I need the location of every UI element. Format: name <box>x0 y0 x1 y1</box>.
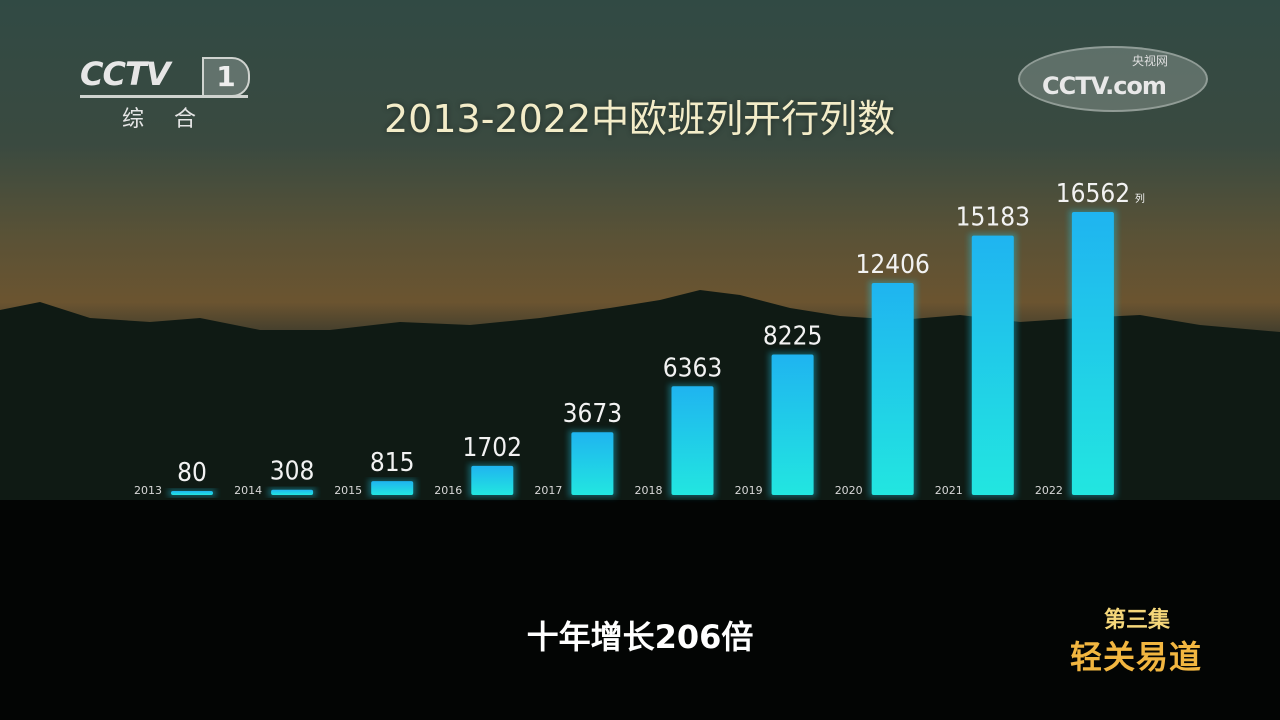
value-label: 815 <box>370 448 415 478</box>
value-label: 16562 <box>1056 179 1130 209</box>
bar-2013 <box>171 491 213 495</box>
episode-title: 轻关易道 <box>1070 638 1203 676</box>
bar-2019 <box>771 354 814 495</box>
year-label: 2017 <box>534 484 562 497</box>
bar-2018 <box>671 386 714 495</box>
year-label: 2021 <box>935 484 963 497</box>
bar-2014 <box>271 489 314 495</box>
value-label: 80 <box>177 458 207 488</box>
chart-title: 2013-2022中欧班列开行列数 <box>384 97 896 141</box>
watermark-cn: 央视网 <box>1132 54 1169 68</box>
value-label: 8225 <box>763 321 823 351</box>
cctv-com-watermark: CCTV.com 央视网 <box>1018 46 1208 112</box>
bar-2022 <box>1071 212 1114 495</box>
value-label: 308 <box>270 457 315 487</box>
value-label: 6363 <box>663 353 723 383</box>
year-label: 2019 <box>735 484 763 497</box>
value-label: 3673 <box>563 399 623 429</box>
value-label: 12406 <box>855 250 929 280</box>
caption-subtitle: 十年增长206倍 <box>526 618 754 656</box>
year-label: 2013 <box>134 484 162 497</box>
year-label: 2014 <box>234 484 262 497</box>
channel-subtitle: 综合 <box>122 107 227 132</box>
value-label: 15183 <box>956 203 1030 233</box>
unit-label: 列 <box>1135 192 1145 205</box>
episode-number: 第三集 <box>1104 608 1171 633</box>
logo-underline <box>80 95 248 98</box>
bar-2021 <box>971 235 1014 495</box>
value-label: 1702 <box>463 433 523 463</box>
bar-2015 <box>371 481 414 495</box>
year-label: 2020 <box>835 484 863 497</box>
bar-2017 <box>571 432 614 495</box>
year-label: 2015 <box>334 484 362 497</box>
year-label: 2022 <box>1035 484 1063 497</box>
year-label: 2018 <box>635 484 663 497</box>
bar-2016 <box>471 465 514 495</box>
watermark-brand: CCTV.com <box>1042 72 1167 100</box>
cctv-logo-text: CCTV <box>80 55 171 93</box>
year-label: 2016 <box>434 484 462 497</box>
bar-2020 <box>871 283 914 495</box>
